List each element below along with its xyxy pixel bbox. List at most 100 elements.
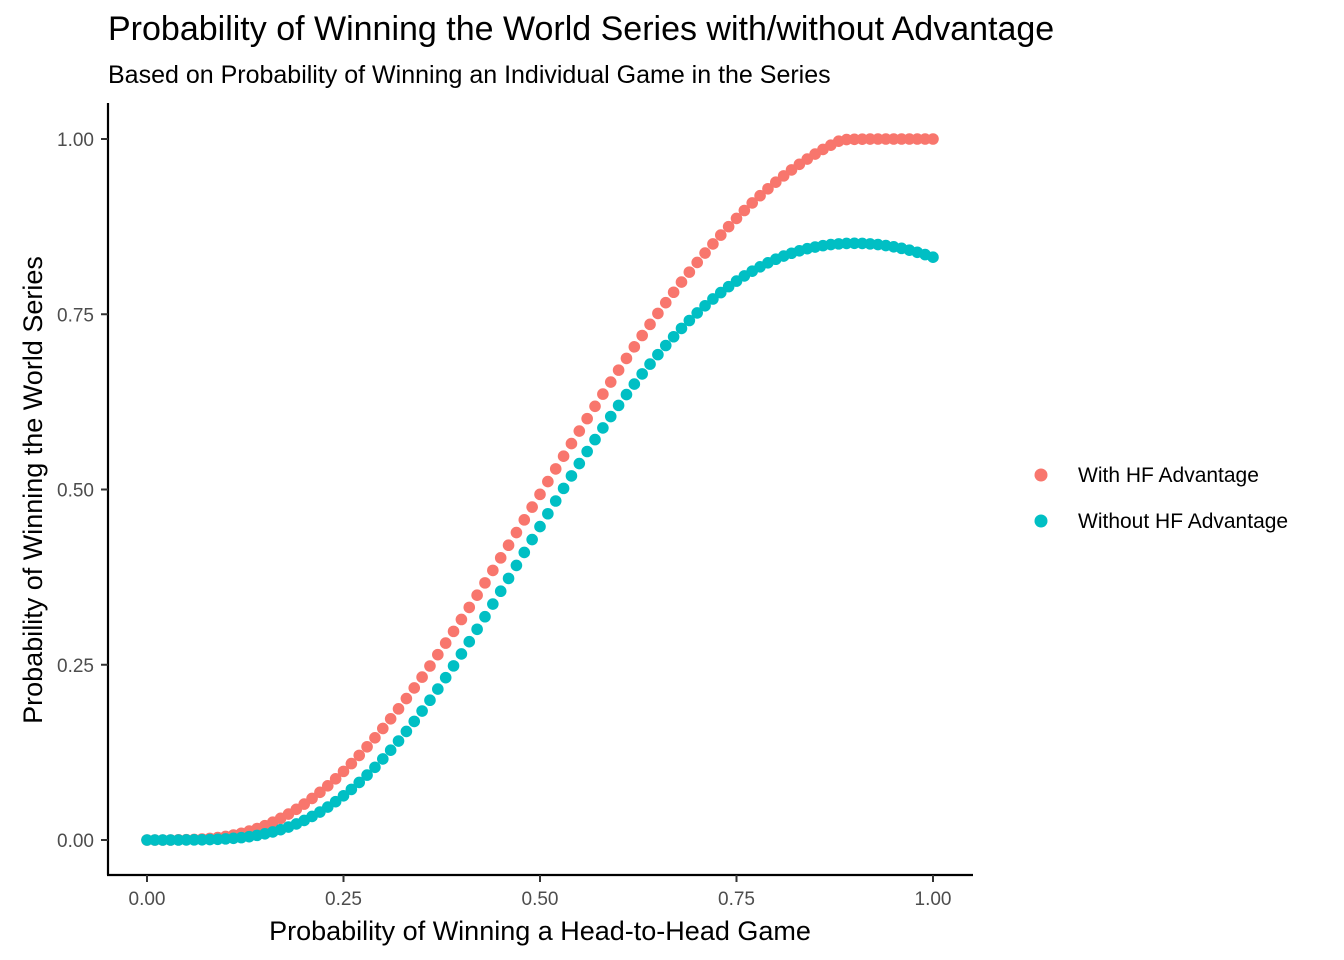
- data-points: [141, 133, 939, 846]
- data-point: [502, 572, 515, 585]
- y-tick-label: 0.25: [57, 656, 94, 677]
- data-point: [667, 286, 680, 299]
- data-point: [353, 776, 366, 789]
- data-point: [494, 585, 507, 598]
- data-point: [699, 299, 711, 312]
- data-point: [691, 307, 703, 319]
- data-point: [424, 660, 436, 672]
- data-point: [494, 552, 507, 564]
- data-point: [447, 625, 460, 638]
- data-point: [337, 789, 350, 802]
- data-point: [408, 682, 421, 694]
- data-point: [589, 433, 601, 446]
- data-point: [369, 731, 381, 744]
- data-point: [321, 780, 334, 792]
- data-point: [691, 256, 703, 269]
- data-point: [345, 757, 358, 770]
- data-point: [730, 212, 743, 225]
- data-point: [510, 526, 523, 539]
- axis-ticks: 0.00 0.25 0.50 0.75 1.00 0.00 0.25 0.50 0.75 1.00: [57, 130, 951, 910]
- x-axis-title: Probability of Winning a Head-to-Head Ga…: [269, 916, 811, 946]
- data-point: [565, 437, 578, 450]
- data-point: [699, 247, 711, 259]
- data-point: [487, 564, 499, 577]
- data-point: [479, 610, 491, 623]
- data-point: [644, 318, 656, 331]
- data-point: [377, 753, 389, 765]
- x-tick-label: 1.00: [915, 889, 952, 910]
- y-tick-label: 0.00: [57, 831, 94, 852]
- data-point: [314, 786, 326, 799]
- y-tick-label: 1.00: [57, 130, 94, 151]
- data-point: [455, 648, 468, 660]
- data-point: [361, 740, 373, 753]
- data-point: [604, 376, 617, 388]
- data-point: [604, 410, 617, 423]
- x-tick-label: 0.50: [522, 889, 559, 910]
- data-point: [628, 378, 641, 390]
- data-point: [636, 329, 648, 342]
- data-point: [400, 725, 413, 738]
- data-point: [518, 514, 531, 526]
- data-point: [471, 589, 483, 602]
- data-point: [636, 368, 648, 380]
- data-point: [542, 507, 554, 520]
- data-point: [667, 330, 680, 343]
- data-point: [707, 293, 719, 305]
- data-point: [659, 296, 672, 309]
- data-point: [652, 307, 664, 320]
- data-point: [557, 450, 570, 463]
- legend-label: Without HF Advantage: [1078, 510, 1288, 533]
- data-point: [597, 388, 609, 400]
- data-point: [597, 422, 609, 434]
- data-point: [377, 722, 389, 735]
- data-point: [329, 773, 342, 785]
- x-tick-label: 0.75: [718, 889, 755, 910]
- data-point: [479, 577, 491, 589]
- legend: With HF Advantage Without HF Advantage: [1034, 464, 1288, 533]
- chart-subtitle: Based on Probability of Winning an Indiv…: [108, 61, 831, 89]
- data-point: [675, 322, 688, 335]
- data-point: [659, 339, 672, 352]
- data-point: [392, 703, 405, 715]
- data-point: [447, 660, 460, 672]
- data-point: [927, 133, 939, 145]
- plot-area: 0.00 0.25 0.50 0.75 1.00 0.00 0.25 0.50 0.75 1.00: [57, 103, 973, 910]
- data-point: [652, 348, 664, 361]
- data-point: [369, 761, 381, 774]
- data-point: [770, 176, 782, 188]
- data-point: [722, 220, 735, 233]
- data-point: [526, 533, 538, 546]
- data-point: [487, 598, 499, 610]
- data-point: [738, 204, 751, 217]
- data-point: [534, 488, 546, 501]
- data-point: [518, 546, 531, 559]
- data-point: [416, 671, 428, 683]
- chart-title: Probability of Winning the World Series …: [108, 10, 1054, 48]
- data-point: [628, 341, 641, 353]
- data-point: [612, 364, 625, 376]
- data-point: [707, 238, 719, 250]
- legend-key: [1034, 514, 1048, 528]
- data-point: [361, 769, 373, 781]
- data-point: [754, 189, 766, 202]
- data-point: [777, 170, 790, 182]
- data-point: [526, 501, 538, 513]
- data-point: [683, 266, 696, 278]
- data-point: [620, 388, 633, 401]
- data-point: [408, 715, 421, 728]
- data-point: [463, 635, 476, 648]
- data-point: [384, 713, 397, 725]
- data-point: [589, 400, 601, 413]
- data-point: [455, 613, 468, 626]
- legend-label: With HF Advantage: [1078, 464, 1259, 487]
- data-point: [432, 648, 444, 661]
- data-point: [337, 765, 350, 778]
- x-tick-label: 0.25: [325, 889, 362, 910]
- data-point: [565, 470, 578, 482]
- data-point: [471, 623, 483, 636]
- data-point: [675, 276, 688, 288]
- y-tick-label: 0.75: [57, 305, 94, 326]
- data-point: [439, 671, 452, 684]
